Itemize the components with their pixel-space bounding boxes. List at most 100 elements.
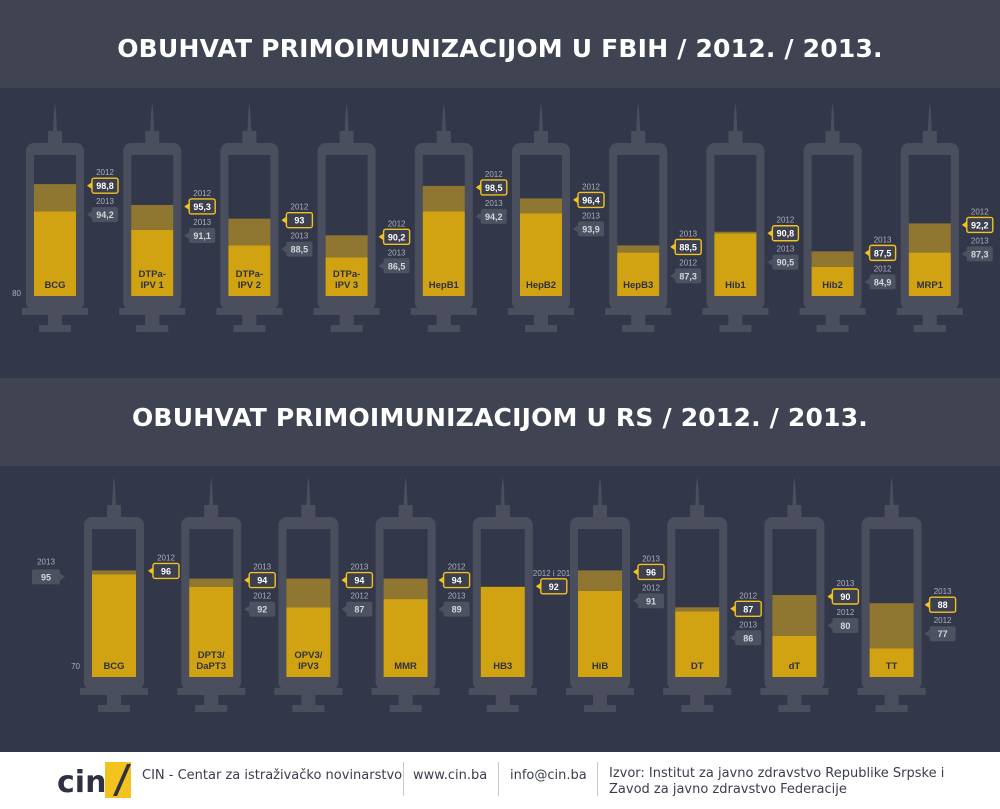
syringe-1-6-hub bbox=[690, 505, 705, 519]
syringe-1-4-needle bbox=[500, 477, 505, 507]
syringe-0-6-needle bbox=[636, 103, 641, 133]
syringe-0-9-year-2012: 2012 bbox=[971, 207, 989, 216]
syringe-1-8-plunger-rod bbox=[884, 695, 899, 705]
syringe-0-9-plunger-head bbox=[913, 325, 946, 332]
syringe-1-7-value-2013: 90 bbox=[840, 592, 850, 602]
syringe-0-7-value-2013: 90,5 bbox=[777, 258, 795, 268]
syringe-1-8-bar-difference bbox=[869, 603, 914, 649]
syringe-0-3-bar-min bbox=[325, 257, 368, 296]
syringe-1-5-hub bbox=[593, 505, 607, 519]
syringe-0-5-year-2013: 2013 bbox=[582, 211, 600, 220]
syringe-1-1-value-2013: 94 bbox=[257, 576, 267, 586]
syringe-0-0-plunger-rod bbox=[48, 315, 62, 325]
syringe-0-9-label: MRP1 bbox=[917, 280, 944, 291]
syringe-1-6-value-2012: 87 bbox=[743, 604, 753, 614]
syringe-0-2-label: DTPa- bbox=[236, 269, 263, 280]
syringe-0-7-hub bbox=[728, 131, 743, 145]
syringe-0-1-value-2012: 95,3 bbox=[193, 202, 211, 212]
syringe-1-8-flange bbox=[857, 688, 926, 695]
footer-email-link[interactable]: info@cin.ba bbox=[510, 768, 587, 783]
syringe-1-7-value-2013-pointer bbox=[827, 593, 833, 600]
syringe-0-3-value-2012: 90,2 bbox=[388, 232, 406, 242]
syringe-1-2-plunger-head bbox=[292, 705, 325, 712]
syringe-1-1-year-2013: 2013 bbox=[253, 563, 271, 572]
syringe-0-3-label: IPV 3 bbox=[335, 280, 358, 291]
syringe-0-6-hub bbox=[631, 131, 646, 145]
syringe-1-5-needle bbox=[598, 477, 602, 507]
syringe-0-9-flange bbox=[896, 308, 963, 315]
syringe-0-1-value-2012-pointer bbox=[184, 202, 190, 210]
syringe-0-5-value-2013: 93,9 bbox=[582, 224, 600, 234]
syringe-0-8-value-2012: 84,9 bbox=[874, 277, 892, 287]
syringe-0-1-year-2012: 2012 bbox=[193, 189, 211, 198]
syringe-0-9-bar-min bbox=[908, 252, 951, 296]
syringe-0-3-value-2012-pointer bbox=[378, 233, 384, 241]
title-band-top bbox=[0, 0, 1000, 88]
syringe-0-3-value-2013: 86,5 bbox=[388, 261, 406, 271]
syringe-1-2-value-2012-pointer bbox=[341, 605, 347, 613]
syringe-0-2-flange bbox=[216, 308, 283, 315]
footer-source-line1: Izvor: Institut za javno zdravstvo Repub… bbox=[609, 766, 945, 781]
syringe-1-3-year-2013: 2013 bbox=[448, 592, 466, 601]
syringe-1-0-plunger-head bbox=[98, 705, 130, 712]
syringe-1-1-value-2012: 92 bbox=[257, 605, 267, 615]
syringe-0-2-year-2013: 2013 bbox=[291, 232, 309, 241]
syringe-0-7-value-2013-box bbox=[772, 254, 799, 270]
syringe-0-5-hub bbox=[534, 131, 548, 145]
syringe-1-8-value-2012-box bbox=[929, 626, 956, 642]
syringe-1-6-value-2012-pointer bbox=[730, 605, 736, 613]
syringe-1-6-needle bbox=[695, 477, 700, 507]
syringe-0-9-needle bbox=[927, 103, 932, 133]
syringe-0-8-plunger-head bbox=[816, 325, 849, 332]
syringe-1-6-bar-min bbox=[675, 611, 720, 677]
syringe-1-7-plunger-head bbox=[778, 705, 811, 712]
syringe-0-1-hub bbox=[145, 131, 160, 145]
syringe-0-4-year-2012: 2012 bbox=[485, 170, 503, 179]
footer-website-link[interactable]: www.cin.ba bbox=[413, 768, 488, 783]
syringe-1-2-plunger-rod bbox=[301, 695, 316, 705]
syringe-1-3-bar-difference bbox=[383, 578, 428, 600]
syringe-0-9-hub bbox=[922, 131, 937, 145]
syringe-1-2-label: IPV3 bbox=[298, 661, 319, 672]
syringe-0-4-plunger-rod bbox=[436, 315, 451, 325]
syringe-1-1-value-2012-pointer bbox=[244, 605, 250, 613]
footer-source: Izvor: Institut za javno zdravstvo Repub… bbox=[609, 766, 944, 798]
syringe-0-5-plunger-rod bbox=[534, 315, 548, 325]
syringe-1-5-label: HiB bbox=[592, 661, 609, 672]
syringe-0-8-needle bbox=[830, 103, 835, 133]
syringe-0-8-year-2013: 2013 bbox=[874, 235, 892, 244]
syringe-1-2-value-2013: 94 bbox=[354, 576, 364, 586]
syringe-0-0-needle bbox=[53, 103, 57, 133]
syringe-0-2-bar-min bbox=[228, 245, 271, 296]
syringe-0-8-value-2013: 87,5 bbox=[874, 248, 892, 258]
syringe-1-0-bar-difference bbox=[92, 570, 136, 575]
syringe-0-6-year-2012: 2012 bbox=[679, 258, 697, 267]
chart-title-rs: OBUHVAT PRIMOIMUNIZACIJOM U RS / 2012. /… bbox=[131, 403, 868, 432]
syringe-1-7-value-2012-pointer bbox=[827, 622, 833, 629]
syringe-0-7-year-2012: 2012 bbox=[777, 216, 795, 225]
syringe-1-1-year-2012: 2012 bbox=[253, 592, 271, 601]
syringe-1-2-value-2012: 87 bbox=[354, 605, 364, 615]
syringe-0-7-value-2012-pointer bbox=[767, 229, 773, 237]
syringe-1-1-value-2013-pointer bbox=[244, 576, 250, 584]
title-band-middle bbox=[0, 378, 1000, 466]
syringe-1-6-value-2013-pointer bbox=[730, 634, 736, 642]
syringe-0-4-value-2013-box bbox=[480, 208, 507, 224]
footer-source-line2: Zavod za javno zdravstvo Federacije bbox=[609, 782, 847, 797]
syringe-0-0-value-2013: 94,2 bbox=[96, 210, 114, 220]
syringe-1-4-hub bbox=[495, 505, 510, 519]
syringe-0-1-year-2013: 2013 bbox=[193, 218, 211, 227]
syringe-0-4-hub bbox=[436, 131, 451, 145]
syringe-0-4-value-2013-pointer bbox=[475, 212, 481, 220]
syringe-0-1-needle bbox=[150, 103, 155, 133]
syringe-1-5-bar-min bbox=[578, 590, 622, 677]
syringe-0-1-value-2013: 91,1 bbox=[193, 231, 211, 241]
syringe-0-7-value-2012: 90,8 bbox=[777, 229, 795, 239]
syringe-0-1-plunger-rod bbox=[145, 315, 160, 325]
syringe-0-7-year-2013: 2013 bbox=[777, 245, 795, 254]
syringe-1-2-value-2012-box bbox=[346, 601, 373, 617]
syringe-0-2-year-2012: 2012 bbox=[291, 203, 309, 212]
syringe-0-3-plunger-head bbox=[330, 325, 363, 332]
syringe-0-0-value-2013-pointer bbox=[87, 211, 92, 219]
syringe-0-6-value-2013: 88,5 bbox=[679, 242, 697, 252]
